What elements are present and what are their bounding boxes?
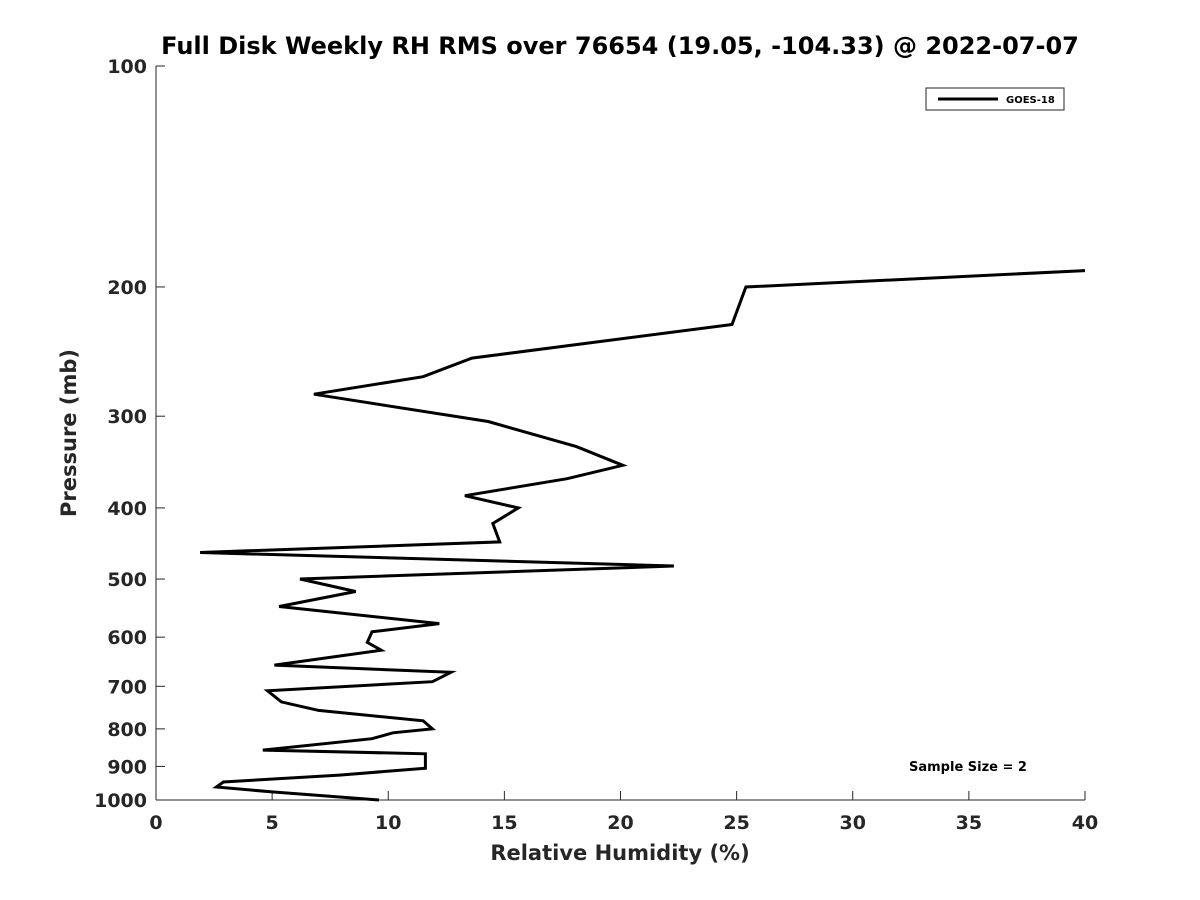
y-tick-label: 600 xyxy=(107,627,147,649)
plot-area xyxy=(156,66,1085,800)
y-tick-label: 700 xyxy=(107,676,147,698)
x-tick-label: 5 xyxy=(266,812,279,834)
chart-title: Full Disk Weekly RH RMS over 76654 (19.0… xyxy=(161,32,1079,60)
series-group xyxy=(200,269,1086,802)
series-line-goes-18 xyxy=(200,269,1086,802)
y-tick-label: 300 xyxy=(107,406,147,428)
x-tick-label: 10 xyxy=(375,812,401,834)
y-tick-label: 1000 xyxy=(94,790,147,812)
x-axis-label: Relative Humidity (%) xyxy=(490,841,749,865)
y-axis-label: Pressure (mb) xyxy=(57,349,81,517)
y-tick-label: 500 xyxy=(107,569,147,591)
x-axis-ticks: 0 5 10 15 20 25 30 35 40 xyxy=(149,791,1098,834)
y-tick-label: 800 xyxy=(107,719,147,741)
y-tick-label: 900 xyxy=(107,756,147,778)
sample-size-note: Sample Size = 2 xyxy=(909,760,1027,775)
y-tick-label: 400 xyxy=(107,498,147,520)
y-tick-label: 100 xyxy=(107,56,147,78)
legend: GOES-18 xyxy=(925,87,1065,111)
x-tick-label: 20 xyxy=(607,812,633,834)
legend-label: GOES-18 xyxy=(1006,95,1055,106)
x-tick-label: 30 xyxy=(840,812,866,834)
y-axis-ticks: 100 200 300 400 500 600 700 800 900 1000 xyxy=(94,56,165,812)
x-tick-label: 0 xyxy=(149,812,162,834)
x-tick-label: 15 xyxy=(491,812,517,834)
x-tick-label: 35 xyxy=(956,812,982,834)
x-tick-label: 40 xyxy=(1072,812,1098,834)
y-tick-label: 200 xyxy=(107,277,147,299)
x-tick-label: 25 xyxy=(723,812,749,834)
